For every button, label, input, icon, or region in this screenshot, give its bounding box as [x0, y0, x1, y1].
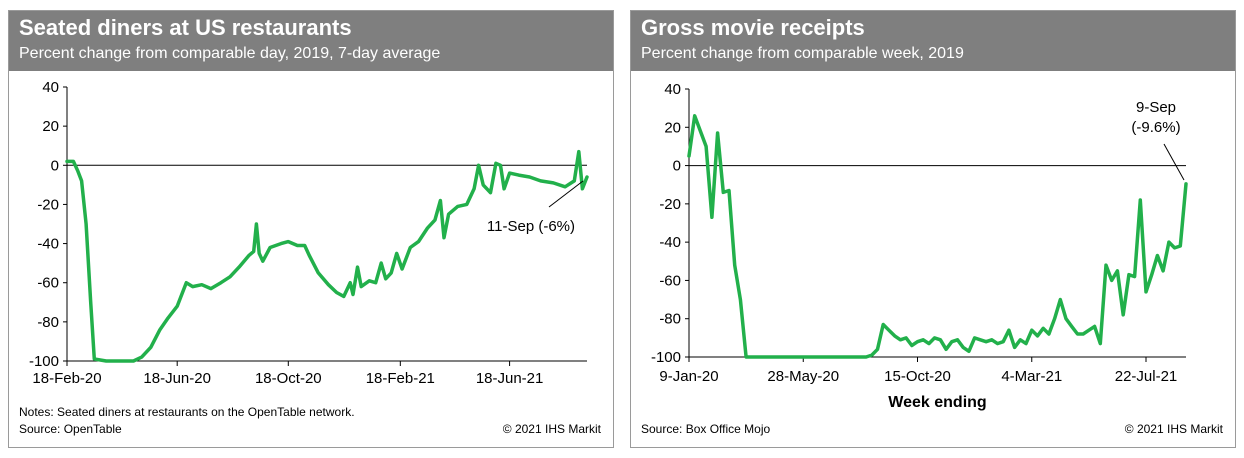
diners-header: Seated diners at US restaurants Percent …	[9, 11, 613, 71]
annotation-label-date: 9-Sep	[1136, 99, 1176, 116]
x-tick-label: 18-Oct-20	[255, 370, 322, 387]
x-tick-label: 18-Jun-20	[143, 370, 211, 387]
y-tick-label: -100	[29, 353, 59, 370]
y-tick-label: -60	[37, 275, 59, 292]
y-tick-label: -100	[651, 349, 681, 366]
y-tick-label: 0	[51, 157, 59, 174]
annotation-label-value: (-9.6%)	[1131, 119, 1180, 136]
x-tick-label: 4-Mar-21	[1001, 368, 1062, 385]
y-tick-label: -20	[659, 196, 681, 213]
movie-header: Gross movie receipts Percent change from…	[631, 11, 1235, 71]
x-tick-label: 9-Jan-20	[659, 368, 718, 385]
x-tick-label: 18-Feb-20	[32, 370, 101, 387]
x-tick-label: 15-Oct-20	[884, 368, 951, 385]
series-line	[687, 114, 1188, 359]
y-tick-label: -80	[37, 314, 59, 331]
diners-title: Seated diners at US restaurants	[19, 15, 352, 40]
x-tick-label: 28-May-20	[767, 368, 839, 385]
movie-subtitle: Percent change from comparable week, 201…	[641, 45, 964, 62]
movie-title: Gross movie receipts	[641, 15, 865, 40]
annotation-leader	[548, 180, 584, 208]
x-axis-title: Week ending	[888, 394, 986, 411]
series-line	[65, 149, 589, 363]
diners-panel: Seated diners at US restaurants Percent …	[8, 10, 614, 448]
y-tick-label: 20	[664, 119, 681, 136]
movie-line-chart: 40 20 0 -20 -40 -60 -80 -100 9-Jan-20 28-May-20 15…	[651, 81, 1188, 411]
y-tick-label: -40	[659, 234, 681, 251]
annotation-label: 11-Sep (-6%)	[487, 218, 575, 235]
y-tick-label: -60	[659, 272, 681, 289]
y-tick-label: -20	[37, 196, 59, 213]
diners-source: Source: OpenTable	[19, 422, 122, 436]
y-tick-label: -40	[37, 236, 59, 253]
movie-copyright: © 2021 IHS Markit	[1124, 422, 1223, 436]
y-tick-label: 20	[42, 118, 59, 135]
y-tick-label: 40	[42, 79, 59, 96]
diners-copyright: © 2021 IHS Markit	[502, 422, 601, 436]
y-tick-label: -80	[659, 311, 681, 328]
x-tick-label: 22-Jul-21	[1115, 368, 1178, 385]
x-tick-label: 18-Feb-21	[366, 370, 435, 387]
y-tick-label: 40	[664, 81, 681, 98]
y-tick-label: 0	[673, 158, 681, 175]
diners-notes: Notes: Seated diners at restaurants on t…	[19, 405, 355, 419]
annotation-leader	[1163, 143, 1185, 181]
x-tick-label: 18-Jun-21	[476, 370, 544, 387]
movie-panel: Gross movie receipts Percent change from…	[630, 10, 1236, 448]
diners-subtitle: Percent change from comparable day, 2019…	[19, 45, 441, 62]
movie-source: Source: Box Office Mojo	[641, 422, 771, 436]
